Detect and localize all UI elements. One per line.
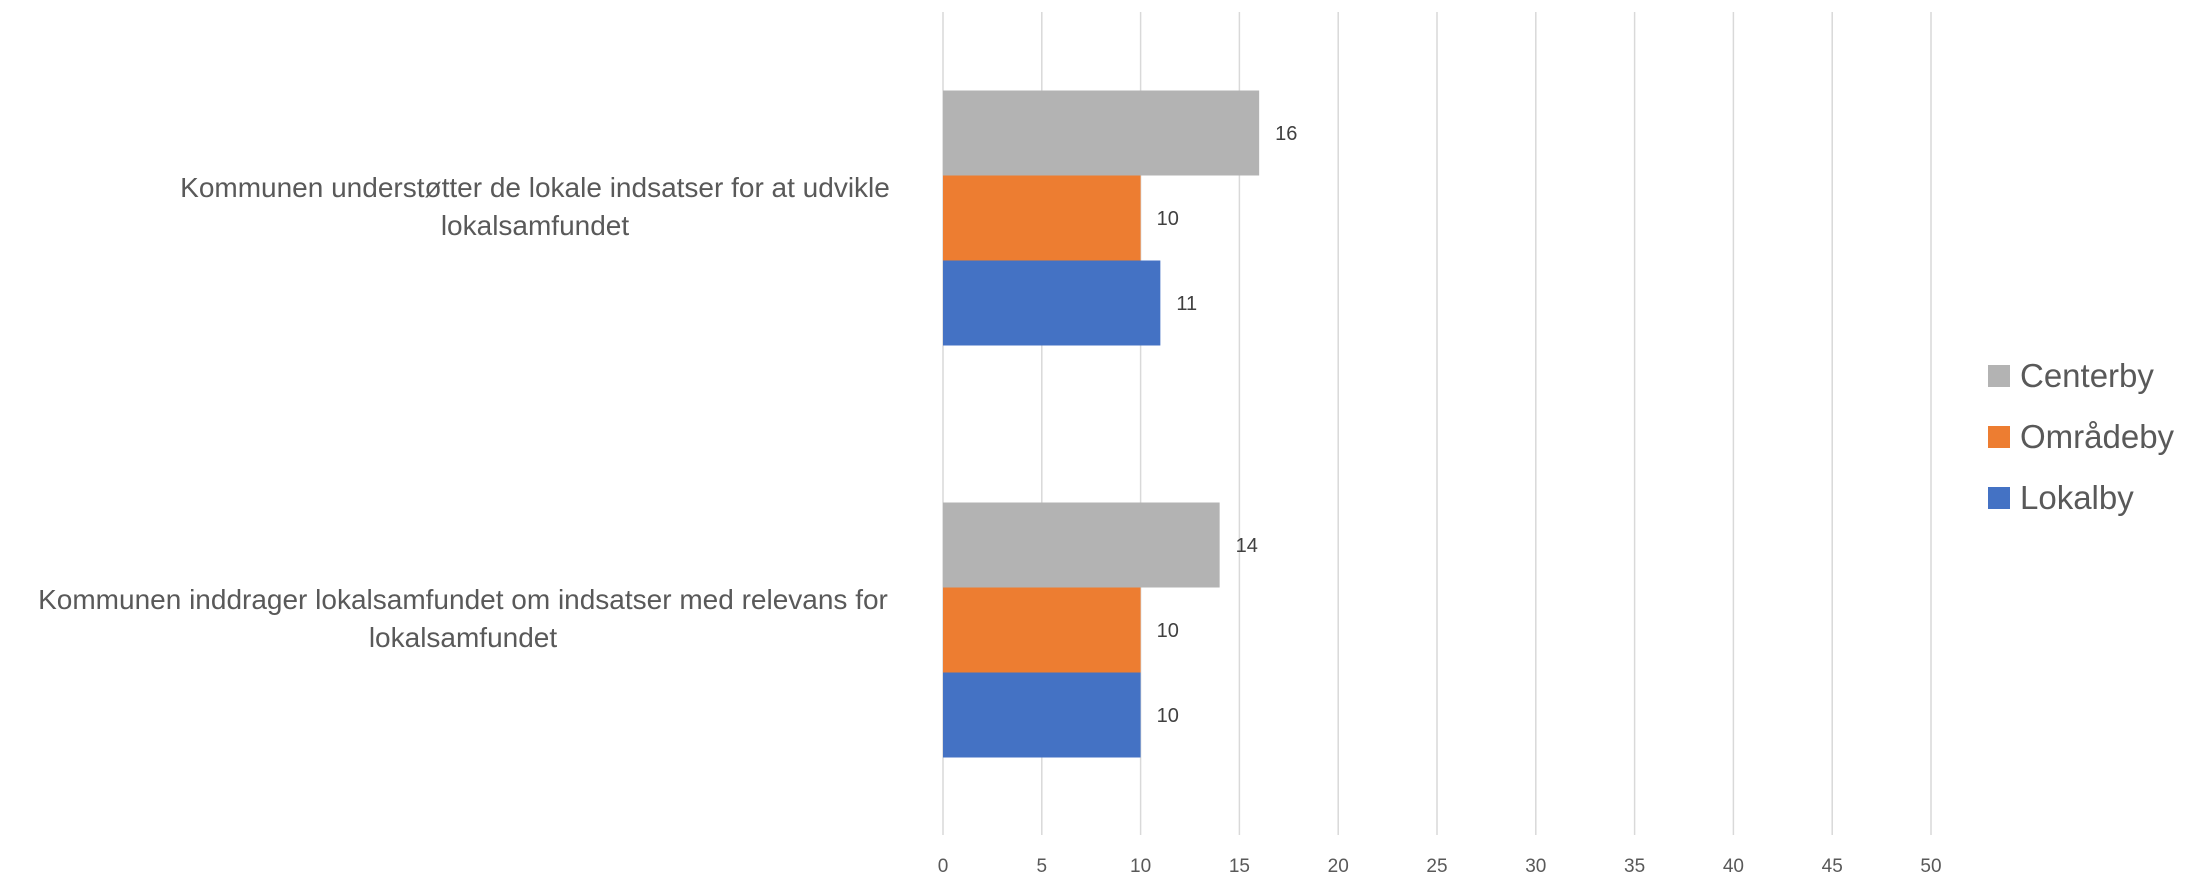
category-label: Kommunen understøtter de lokale indsatse… (180, 172, 890, 203)
x-tick-label: 25 (1426, 856, 1447, 875)
legend-swatch (1988, 426, 2010, 448)
legend-swatch (1988, 487, 2010, 509)
legend-label: Centerby (2020, 357, 2154, 394)
data-label: 11 (1176, 293, 1197, 315)
x-tick-label: 30 (1525, 856, 1546, 875)
bar-centerby (943, 90, 1260, 176)
bar-lokalby (943, 260, 1161, 346)
category-label: lokalsamfundet (441, 210, 630, 241)
data-label: 10 (1157, 705, 1179, 727)
bar-områdeby (943, 175, 1141, 261)
x-axis: 0 5 10 15 20 25 30 35 40 45 50 (938, 856, 1942, 877)
x-tick-label: 15 (1229, 856, 1250, 875)
x-tick-label: 20 (1328, 856, 1349, 875)
x-tick-label: 10 (1130, 856, 1151, 875)
category-label: lokalsamfundet (369, 622, 558, 653)
legend-swatch (1988, 365, 2010, 387)
category-label: Kommunen inddrager lokalsamfundet om ind… (38, 584, 888, 615)
bars (943, 90, 1260, 758)
x-tick-label: 5 (1037, 856, 1048, 875)
x-tick-label: 0 (938, 856, 949, 875)
legend: Centerby Områdeby Lokalby (1988, 357, 2175, 516)
x-tick-label: 50 (1920, 856, 1941, 875)
data-label: 14 (1236, 535, 1258, 557)
y-axis-categories: Kommunen understøtter de lokale indsatse… (38, 172, 890, 653)
x-tick-label: 40 (1723, 856, 1744, 875)
data-label: 16 (1275, 123, 1297, 145)
data-label: 10 (1157, 620, 1179, 642)
bar-områdeby (943, 587, 1141, 673)
bar-lokalby (943, 672, 1141, 758)
x-tick-label: 45 (1822, 856, 1843, 875)
legend-label: Lokalby (2020, 479, 2134, 516)
x-tick-label: 35 (1624, 856, 1645, 875)
legend-label: Områdeby (2020, 418, 2175, 455)
data-labels: 16 10 11 14 10 10 (1157, 123, 1298, 727)
bar-centerby (943, 502, 1220, 588)
data-label: 10 (1157, 208, 1179, 230)
